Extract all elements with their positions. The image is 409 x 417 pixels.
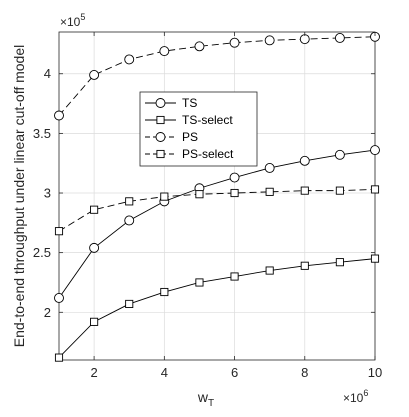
data-point-ps	[124, 54, 135, 65]
data-point-ps	[299, 34, 310, 45]
y-axis-multiplier: ×105	[60, 12, 85, 29]
x-axis-multiplier: ×106	[343, 388, 368, 405]
data-point-ts-select	[54, 353, 64, 362]
data-point-ps-select	[230, 188, 239, 198]
legend-label: PS	[182, 130, 198, 144]
data-point-ps	[89, 69, 100, 80]
legend-label: TS-select	[182, 113, 233, 127]
data-point-ps-select	[195, 190, 204, 199]
data-point-ts-select	[90, 317, 99, 326]
data-point-ps-select	[125, 197, 134, 206]
legend-item-ts: TS	[145, 96, 197, 110]
series-line-ps	[58, 36, 376, 116]
axis-ticks: 2 4 6 8 10 2 2.5 3 3.5 4	[33, 32, 382, 380]
data-point-ps	[264, 35, 275, 46]
legend-item-ts-select: TS-select	[145, 113, 233, 127]
data-point-ts-select	[195, 278, 204, 287]
data-point-ps-select	[370, 185, 380, 194]
data-point-ps	[54, 110, 64, 121]
data-point-ps-select	[54, 227, 64, 236]
y-tick-label: 4	[44, 66, 51, 81]
data-point-ps-select	[300, 186, 309, 195]
data-point-ts	[54, 293, 64, 303]
data-point-ts-select	[370, 254, 380, 263]
data-point-ts	[229, 172, 240, 183]
x-tick-label: 10	[368, 365, 382, 380]
data-point-ts	[299, 155, 310, 166]
plot-area	[58, 31, 376, 361]
y-tick-label: 2.5	[33, 245, 51, 260]
data-point-ts	[370, 145, 380, 156]
legend-marker	[156, 115, 165, 125]
series-ts-select	[54, 254, 380, 362]
y-tick-label: 3	[44, 186, 51, 201]
grid	[59, 32, 376, 360]
data-point-ps	[229, 37, 240, 48]
y-tick-label: 3.5	[33, 126, 51, 141]
data-point-ts	[264, 163, 275, 173]
y-tick-label: 2	[44, 305, 51, 320]
x-tick-label: 4	[161, 365, 168, 380]
data-point-ts-select	[160, 287, 169, 297]
legend-item-ps-select: PS-select	[145, 147, 234, 161]
series-ts	[54, 145, 380, 303]
series-line-ts	[58, 149, 376, 299]
data-point-ts	[89, 242, 100, 253]
legend-label: PS-select	[182, 147, 234, 161]
x-tick-label: 6	[231, 365, 238, 380]
data-point-ts-select	[335, 258, 344, 267]
legend: TS TS-select PS PS-select	[139, 91, 258, 167]
data-point-ps-select	[335, 186, 344, 195]
data-point-ps-select	[265, 187, 274, 196]
series-ps-select	[54, 185, 380, 236]
data-point-ps	[334, 33, 345, 43]
data-point-ts-select	[300, 261, 309, 270]
data-point-ts	[124, 215, 135, 226]
data-point-ps	[194, 41, 205, 52]
data-point-ps	[159, 46, 170, 57]
data-point-ts	[334, 149, 345, 160]
series-line-ps-select	[58, 188, 376, 232]
data-point-ps-select	[90, 205, 99, 214]
series-ps	[54, 31, 380, 121]
legend-item-ps: PS	[145, 130, 198, 144]
series-line-ts-select	[58, 258, 376, 358]
x-tick-label: 8	[301, 365, 308, 380]
x-axis-label: wT	[197, 389, 214, 409]
legend-label: TS	[182, 96, 197, 110]
y-axis-label: End-to-end throughput under linear cut-o…	[11, 45, 27, 348]
legend-marker	[155, 98, 166, 108]
data-point-ts-select	[125, 299, 134, 308]
series-layer	[54, 31, 380, 362]
legend-marker	[155, 132, 166, 142]
data-point-ts-select	[230, 272, 239, 281]
x-tick-label: 2	[90, 365, 97, 380]
data-point-ts-select	[265, 266, 274, 275]
data-point-ps-select	[160, 192, 169, 201]
legend-marker	[156, 149, 165, 159]
